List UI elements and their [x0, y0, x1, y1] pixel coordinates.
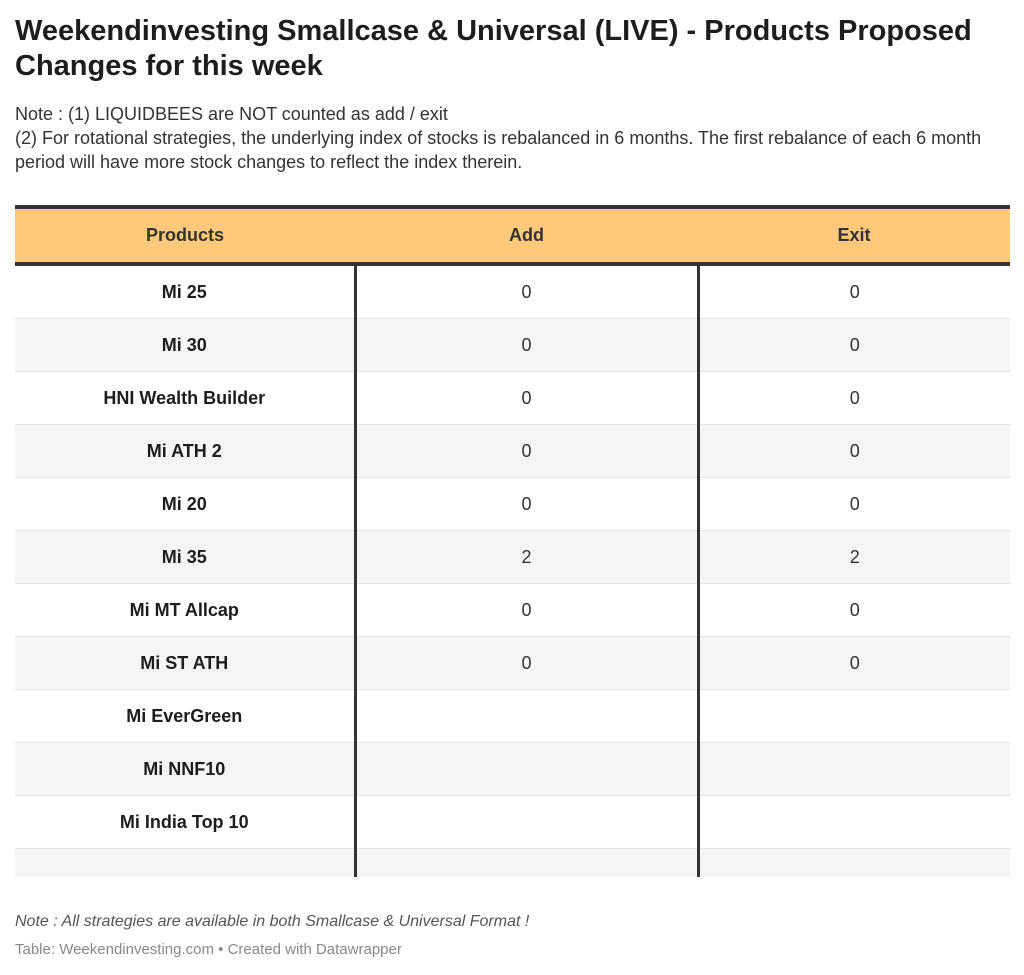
source-credit: Table: Weekendinvesting.com • Created wi… — [15, 941, 402, 958]
table-row: Mi NNF10 — [15, 743, 1010, 796]
empty-cell — [355, 849, 698, 878]
product-cell: Mi 25 — [15, 264, 355, 319]
footer-note: Note : All strategies are available in b… — [15, 913, 529, 931]
product-cell: Mi EverGreen — [15, 690, 355, 743]
add-cell — [355, 690, 698, 743]
notes: Note : (1) LIQUIDBEES are NOT counted as… — [15, 102, 1005, 174]
product-cell: Mi NNF10 — [15, 743, 355, 796]
products-table: Products Add Exit Mi 25 0 0 Mi 30 0 0 HN… — [15, 205, 1010, 877]
table-header-row: Products Add Exit — [15, 207, 1010, 264]
product-cell: HNI Wealth Builder — [15, 372, 355, 425]
product-cell: Mi ATH 2 — [15, 425, 355, 478]
product-cell: Mi MT Allcap — [15, 584, 355, 637]
table-row: Mi 35 2 2 — [15, 531, 1010, 584]
table-row-empty — [15, 849, 1010, 878]
column-header-products[interactable]: Products — [15, 207, 355, 264]
add-cell: 0 — [355, 264, 698, 319]
empty-cell — [698, 849, 1010, 878]
product-cell: Mi India Top 10 — [15, 796, 355, 849]
add-cell — [355, 796, 698, 849]
add-cell: 0 — [355, 584, 698, 637]
product-cell: Mi 30 — [15, 319, 355, 372]
exit-cell: 0 — [698, 584, 1010, 637]
exit-cell: 0 — [698, 425, 1010, 478]
column-header-add[interactable]: Add — [355, 207, 698, 264]
table-row: Mi 20 0 0 — [15, 478, 1010, 531]
empty-cell — [15, 849, 355, 878]
product-cell: Mi ST ATH — [15, 637, 355, 690]
exit-cell: 0 — [698, 372, 1010, 425]
column-header-exit[interactable]: Exit — [698, 207, 1010, 264]
page-title: Weekendinvesting Smallcase & Universal (… — [15, 14, 1005, 84]
note-2: (2) For rotational strategies, the under… — [15, 126, 1005, 174]
add-cell: 0 — [355, 478, 698, 531]
add-cell — [355, 743, 698, 796]
table-row: Mi 30 0 0 — [15, 319, 1010, 372]
table-row: Mi EverGreen — [15, 690, 1010, 743]
add-cell: 0 — [355, 372, 698, 425]
exit-cell: 0 — [698, 637, 1010, 690]
exit-cell — [698, 690, 1010, 743]
table-row: Mi ATH 2 0 0 — [15, 425, 1010, 478]
exit-cell: 0 — [698, 478, 1010, 531]
table-row: Mi India Top 10 — [15, 796, 1010, 849]
table-row: HNI Wealth Builder 0 0 — [15, 372, 1010, 425]
add-cell: 0 — [355, 319, 698, 372]
table-row: Mi ST ATH 0 0 — [15, 637, 1010, 690]
table-row: Mi 25 0 0 — [15, 264, 1010, 319]
product-cell: Mi 35 — [15, 531, 355, 584]
table-row: Mi MT Allcap 0 0 — [15, 584, 1010, 637]
exit-cell — [698, 743, 1010, 796]
exit-cell: 0 — [698, 319, 1010, 372]
exit-cell: 2 — [698, 531, 1010, 584]
add-cell: 0 — [355, 637, 698, 690]
exit-cell — [698, 796, 1010, 849]
exit-cell: 0 — [698, 264, 1010, 319]
add-cell: 0 — [355, 425, 698, 478]
products-table-container: Products Add Exit Mi 25 0 0 Mi 30 0 0 HN… — [15, 205, 1010, 877]
note-1: Note : (1) LIQUIDBEES are NOT counted as… — [15, 102, 1005, 126]
add-cell: 2 — [355, 531, 698, 584]
product-cell: Mi 20 — [15, 478, 355, 531]
